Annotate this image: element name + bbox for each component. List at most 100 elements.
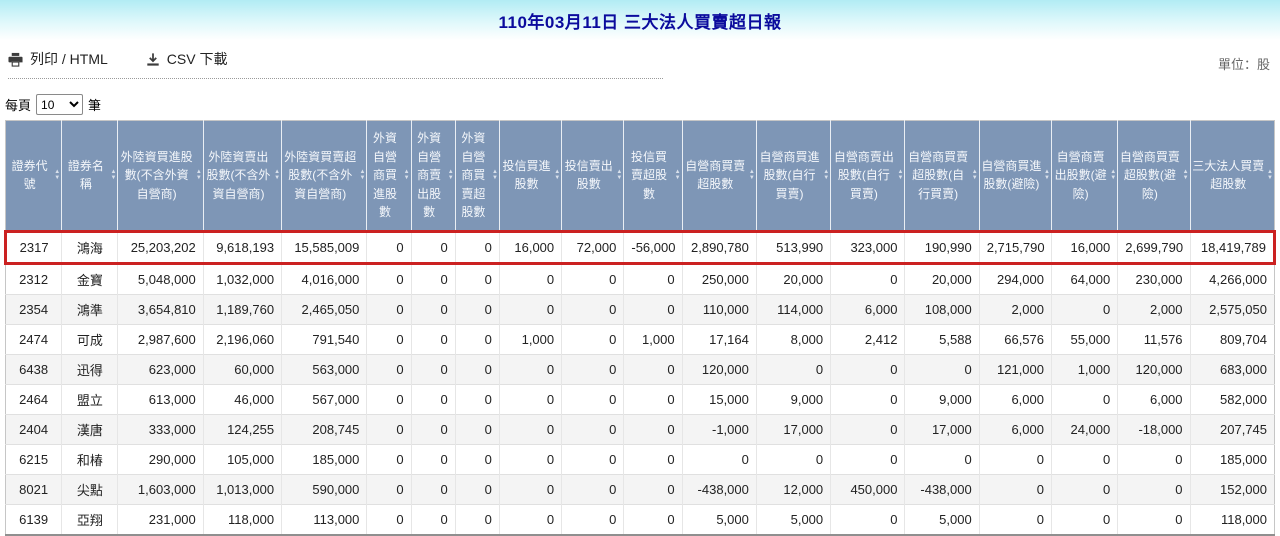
sort-arrows-icon[interactable]: ▲ ▼ (1110, 169, 1117, 182)
value-cell: 3,654,810 (117, 293, 204, 325)
column-header[interactable]: 自營商賣出股數(自行買賣) ▲ ▼ (830, 120, 905, 232)
value-cell: 1,189,760 (202, 293, 282, 325)
sort-arrows-icon[interactable]: ▲ ▼ (748, 169, 755, 182)
stock-name-cell: 尖點 (61, 473, 118, 505)
column-header[interactable]: 外陸資買賣超股數(不含外資自營商) ▲ ▼ (281, 120, 367, 232)
value-cell: 4,266,000 (1189, 262, 1275, 295)
sort-arrows-icon[interactable]: ▲ ▼ (195, 169, 202, 182)
column-header[interactable]: 證券名稱 ▲ ▼ (61, 120, 118, 232)
stock-code-cell: 2312 (5, 262, 62, 295)
printer-icon (8, 52, 23, 67)
column-header[interactable]: 投信賣出股數 ▲ ▼ (561, 120, 624, 232)
toolbar-divider (8, 78, 663, 79)
value-cell: 9,000 (755, 383, 831, 415)
sort-arrows-icon[interactable]: ▲ ▼ (403, 169, 410, 182)
table-row[interactable]: 2464 盟立 613,000 46,000 567,000 0 0 0 0 0 0 15,000 9,… (5, 383, 1275, 415)
value-cell: 0 (498, 413, 562, 445)
value-cell: 1,603,000 (117, 473, 204, 505)
column-header[interactable]: 自營商買進股數(自行買賣) ▲ ▼ (755, 120, 831, 232)
column-header[interactable]: 投信買賣超股數 ▲ ▼ (623, 120, 683, 232)
value-cell: 118,000 (1189, 503, 1275, 535)
value-cell: 333,000 (117, 413, 204, 445)
stock-code-cell: 2354 (5, 293, 62, 325)
stock-name-cell: 金寶 (61, 262, 118, 295)
unit-label: 單位：股 (1217, 57, 1270, 72)
value-cell: 0 (1050, 503, 1118, 535)
table-row[interactable]: 2404 漢唐 333,000 124,255 208,745 0 0 0 0 0 0 -1,000 1… (5, 413, 1275, 445)
table-row[interactable]: 2474 可成 2,987,600 2,196,060 791,540 0 0 0 1,000 0… (5, 323, 1275, 355)
value-cell: 0 (978, 503, 1052, 535)
value-cell: 0 (454, 413, 500, 445)
value-cell: 0 (454, 353, 500, 385)
sort-arrows-icon[interactable]: ▲ ▼ (674, 169, 681, 182)
column-header[interactable]: 自營商買賣超股數 ▲ ▼ (681, 120, 757, 232)
table-row[interactable]: 2312 金寶 5,048,000 1,032,000 4,016,000 0 0 0 0 0 0 2… (5, 262, 1275, 295)
sort-arrows-icon[interactable]: ▲ ▼ (447, 169, 454, 182)
value-cell: 11,576 (1117, 323, 1191, 355)
value-cell: 2,196,060 (202, 323, 282, 355)
value-cell: -18,000 (1117, 413, 1191, 445)
column-header[interactable]: 外資自營商買賣超股數 ▲ ▼ (454, 120, 500, 232)
value-cell: 0 (410, 353, 456, 385)
column-header[interactable]: 外陸資賣出股數(不含外資自營商) ▲ ▼ (202, 120, 282, 232)
column-header[interactable]: 外資自營商賣出股數 ▲ ▼ (410, 120, 456, 232)
value-cell: 207,745 (1189, 413, 1275, 445)
column-header[interactable]: 外資自營商買進股數 ▲ ▼ (366, 120, 412, 232)
sort-arrows-icon[interactable]: ▲ ▼ (823, 169, 830, 182)
csv-download-button[interactable]: CSV 下載 (146, 49, 227, 69)
per-page-select[interactable]: 10 (36, 94, 84, 115)
value-cell: 0 (561, 262, 624, 295)
sort-arrows-icon[interactable]: ▲ ▼ (54, 169, 61, 182)
print-html-button[interactable]: 列印 / HTML (8, 49, 108, 69)
column-header[interactable]: 自營商買進股數(避險) ▲ ▼ (978, 120, 1052, 232)
sort-arrows-icon[interactable]: ▲ ▼ (1044, 169, 1050, 182)
column-header-label: 外資自營商賣出股數 (417, 131, 442, 220)
sort-arrows-icon[interactable]: ▲ ▼ (491, 169, 498, 182)
column-header[interactable]: 證券代號 ▲ ▼ (5, 120, 62, 232)
column-header[interactable]: 外陸資買進股數(不含外資自營商) ▲ ▼ (117, 120, 204, 232)
value-cell: 0 (498, 262, 562, 295)
value-cell: 60,000 (202, 353, 282, 385)
value-cell: 0 (623, 443, 683, 475)
sort-arrows-icon[interactable]: ▲ ▼ (274, 169, 281, 182)
column-header[interactable]: 自營商買賣超股數(自行買賣) ▲ ▼ (904, 120, 980, 232)
column-header-label: 自營商買賣超股數 (685, 158, 746, 192)
sort-arrows-icon[interactable]: ▲ ▼ (554, 169, 561, 182)
value-cell: 0 (1050, 443, 1118, 475)
value-cell: 5,000 (681, 503, 757, 535)
column-header-label: 外陸資賣出股數(不含外資自營商) (206, 149, 271, 201)
value-cell: 0 (498, 443, 562, 475)
table-row[interactable]: 8021 尖點 1,603,000 1,013,000 590,000 0 0 0 0 0 0 -43… (5, 473, 1275, 505)
value-cell: 1,000 (498, 323, 562, 355)
value-cell: 5,588 (904, 323, 980, 355)
sort-arrows-icon[interactable]: ▲ ▼ (971, 169, 978, 182)
value-cell: 0 (755, 443, 831, 475)
table-row[interactable]: 6438 迅得 623,000 60,000 563,000 0 0 0 0 0 0 120,000 0… (5, 353, 1275, 385)
value-cell: 0 (978, 473, 1052, 505)
sort-arrows-icon[interactable]: ▲ ▼ (1182, 169, 1189, 182)
column-header[interactable]: 自營商買賣超股數(避險) ▲ ▼ (1117, 120, 1191, 232)
column-header[interactable]: 自營商賣出股數(避險) ▲ ▼ (1050, 120, 1118, 232)
value-cell: 0 (623, 293, 683, 325)
value-cell: 0 (830, 413, 905, 445)
value-cell: 0 (410, 503, 456, 535)
value-cell: 0 (410, 323, 456, 355)
table-row[interactable]: 6215 和椿 290,000 105,000 185,000 0 0 0 0 0 0 0 0 0 0 0 0 0… (5, 443, 1275, 475)
column-header[interactable]: 投信買進股數 ▲ ▼ (498, 120, 562, 232)
table-row[interactable]: 2317 鴻海 25,203,202 9,618,193 15,585,009 0 0 0 16… (3, 229, 1277, 265)
sort-arrows-icon[interactable]: ▲ ▼ (897, 169, 904, 182)
column-header[interactable]: 三大法人買賣超股數 ▲ ▼ (1189, 120, 1275, 232)
value-cell: 1,013,000 (202, 473, 282, 505)
table-row[interactable]: 2354 鴻準 3,654,810 1,189,760 2,465,050 0 0 0 0 0 0 1… (5, 293, 1275, 325)
stock-code-cell: 2464 (5, 383, 62, 415)
table-row[interactable]: 6139 亞翔 231,000 118,000 113,000 0 0 0 0 0 0 5,000 5,… (5, 503, 1275, 535)
value-cell: 120,000 (1117, 353, 1191, 385)
value-cell: 185,000 (281, 443, 367, 475)
sort-arrows-icon[interactable]: ▲ ▼ (359, 169, 366, 182)
value-cell: 0 (561, 443, 624, 475)
sort-arrows-icon[interactable]: ▲ ▼ (110, 169, 117, 182)
column-header-label: 三大法人買賣超股數 (1192, 158, 1265, 192)
sort-arrows-icon[interactable]: ▲ ▼ (1267, 169, 1273, 182)
value-cell: 0 (454, 323, 500, 355)
sort-arrows-icon[interactable]: ▲ ▼ (616, 169, 623, 182)
